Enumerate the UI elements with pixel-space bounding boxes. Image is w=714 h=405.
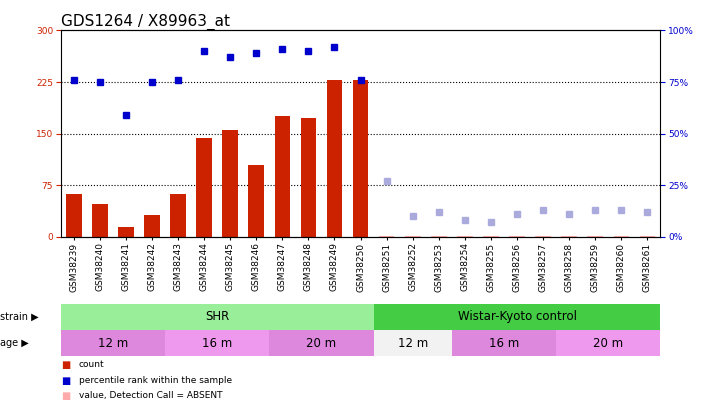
Bar [640,236,655,237]
Bar [165,330,269,356]
Bar [561,236,577,237]
Bar [92,204,108,237]
Text: Wistar-Kyoto control: Wistar-Kyoto control [458,310,576,324]
Bar [457,236,473,237]
Bar [196,139,212,237]
Text: 12 m: 12 m [398,337,428,350]
Bar [373,330,452,356]
Bar [373,304,660,330]
Bar [61,330,165,356]
Bar [170,194,186,237]
Bar [301,118,316,237]
Bar [222,130,238,237]
Bar [61,304,373,330]
Bar [118,227,134,237]
Bar [483,236,499,237]
Text: 16 m: 16 m [489,337,519,350]
Bar [588,236,603,237]
Text: GDS1264 / X89963_at: GDS1264 / X89963_at [61,14,230,30]
Text: strain ▶: strain ▶ [0,312,39,322]
Text: 16 m: 16 m [202,337,232,350]
Text: 12 m: 12 m [98,337,128,350]
Bar [248,164,264,237]
Text: ■: ■ [61,391,70,401]
Text: count: count [79,360,104,369]
Text: 20 m: 20 m [593,337,623,350]
Text: ■: ■ [61,376,70,386]
Bar [556,330,660,356]
Text: SHR: SHR [205,310,229,324]
Bar [379,236,394,237]
Bar [536,236,551,237]
Bar [431,236,447,237]
Bar [405,236,421,237]
Bar [144,215,160,237]
Text: value, Detection Call = ABSENT: value, Detection Call = ABSENT [79,391,222,400]
Bar [452,330,556,356]
Bar [274,117,290,237]
Bar [509,236,525,237]
Bar [327,80,342,237]
Bar [613,236,629,237]
Text: age ▶: age ▶ [0,338,29,348]
Text: percentile rank within the sample: percentile rank within the sample [79,376,231,385]
Bar [353,80,368,237]
Text: ■: ■ [61,360,70,371]
Text: 20 m: 20 m [306,337,336,350]
Bar [269,330,373,356]
Bar [66,194,81,237]
